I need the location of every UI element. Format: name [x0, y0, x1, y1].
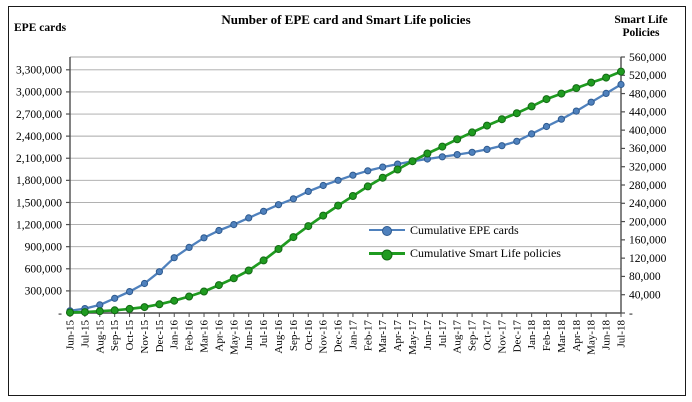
svg-text:Nov-17: Nov-17	[496, 320, 508, 354]
svg-text:3,000,000: 3,000,000	[16, 87, 62, 99]
svg-text:2,100,000: 2,100,000	[16, 153, 62, 165]
svg-text:Sep-16: Sep-16	[288, 320, 300, 352]
svg-text:Sep-15: Sep-15	[109, 320, 121, 352]
svg-text:Nov-15: Nov-15	[139, 320, 151, 354]
svg-text:Jun-15: Jun-15	[65, 320, 77, 350]
svg-text:440,000: 440,000	[629, 107, 667, 119]
legend-label-smartlife: Cumulative Smart Life policies	[410, 245, 561, 260]
svg-text:Oct-15: Oct-15	[124, 320, 136, 351]
svg-text:Jul-18: Jul-18	[616, 320, 628, 348]
legend-label-epe: Cumulative EPE cards	[410, 222, 519, 237]
right-axis-title-line1: Smart Life	[614, 14, 668, 26]
svg-text:Apr-17: Apr-17	[392, 320, 404, 352]
svg-text:May-17: May-17	[407, 320, 419, 355]
svg-text:Jul-17: Jul-17	[437, 320, 449, 348]
svg-text:Aug-15: Aug-15	[94, 320, 106, 354]
svg-text:560,000: 560,000	[629, 52, 667, 64]
svg-text:3,300,000: 3,300,000	[16, 65, 62, 77]
svg-text:Aug-17: Aug-17	[452, 320, 464, 354]
svg-text:160,000: 160,000	[629, 235, 667, 247]
svg-text:Mar-17: Mar-17	[377, 320, 389, 353]
svg-text:May-18: May-18	[586, 320, 598, 355]
svg-text:Jan-17: Jan-17	[347, 320, 359, 350]
svg-text:1,800,000: 1,800,000	[16, 175, 62, 187]
svg-text:Sep-17: Sep-17	[467, 320, 479, 352]
svg-text:1,500,000: 1,500,000	[16, 197, 62, 209]
svg-text:200,000: 200,000	[629, 216, 667, 228]
right-axis-title-line2: Policies	[622, 27, 660, 40]
svg-text:Mar-16: Mar-16	[199, 320, 211, 353]
svg-text:2,400,000: 2,400,000	[16, 131, 62, 143]
epe-series-marker-icon	[369, 226, 405, 236]
left-axis-title: EPE cards	[14, 22, 67, 34]
svg-text:Mar-18: Mar-18	[556, 320, 568, 353]
svg-text:Jan-18: Jan-18	[526, 320, 538, 350]
svg-text:Nov-16: Nov-16	[318, 320, 330, 354]
svg-text:280,000: 280,000	[629, 180, 667, 192]
svg-text:-: -	[629, 308, 633, 320]
svg-text:Aug-16: Aug-16	[273, 320, 285, 354]
svg-text:80,000: 80,000	[629, 271, 661, 283]
svg-text:-: -	[58, 308, 62, 320]
legend-entry-epe: Cumulative EPE cards	[369, 222, 519, 238]
right-axis-title: Smart Life Policies	[606, 14, 676, 40]
svg-text:Oct-17: Oct-17	[481, 320, 493, 351]
svg-text:Dec-17: Dec-17	[511, 320, 523, 353]
svg-text:Dec-16: Dec-16	[333, 320, 345, 353]
svg-text:40,000: 40,000	[629, 290, 661, 302]
svg-text:480,000: 480,000	[629, 88, 667, 100]
svg-text:Jun-16: Jun-16	[243, 320, 255, 350]
svg-text:Feb-18: Feb-18	[541, 320, 553, 352]
svg-text:Jul-15: Jul-15	[79, 320, 91, 348]
svg-text:Jan-16: Jan-16	[169, 320, 181, 350]
chart-title: Number of EPE card and Smart Life polici…	[221, 12, 471, 27]
svg-text:2,700,000: 2,700,000	[16, 109, 62, 121]
legend-entry-smartlife: Cumulative Smart Life policies	[369, 245, 561, 261]
svg-text:240,000: 240,000	[629, 198, 667, 210]
svg-text:1,200,000: 1,200,000	[16, 219, 62, 231]
svg-text:Jul-16: Jul-16	[258, 320, 270, 348]
svg-text:May-16: May-16	[228, 320, 240, 355]
svg-text:Dec-15: Dec-15	[154, 320, 166, 353]
svg-text:300,000: 300,000	[25, 286, 63, 298]
svg-text:Apr-16: Apr-16	[213, 320, 225, 352]
svg-text:Feb-16: Feb-16	[184, 320, 196, 352]
svg-text:Apr-18: Apr-18	[571, 320, 583, 352]
svg-text:900,000: 900,000	[25, 241, 63, 253]
svg-text:360,000: 360,000	[629, 143, 667, 155]
svg-text:Feb-17: Feb-17	[362, 320, 374, 352]
svg-text:Jun-18: Jun-18	[601, 320, 613, 350]
svg-text:520,000: 520,000	[629, 70, 667, 82]
svg-text:600,000: 600,000	[25, 264, 63, 276]
svg-text:320,000: 320,000	[629, 162, 667, 174]
svg-text:120,000: 120,000	[629, 253, 667, 265]
smartlife-series-marker-icon	[369, 249, 405, 260]
svg-text:Oct-16: Oct-16	[303, 320, 315, 351]
svg-text:400,000: 400,000	[629, 125, 667, 137]
svg-text:Jun-17: Jun-17	[422, 320, 434, 350]
